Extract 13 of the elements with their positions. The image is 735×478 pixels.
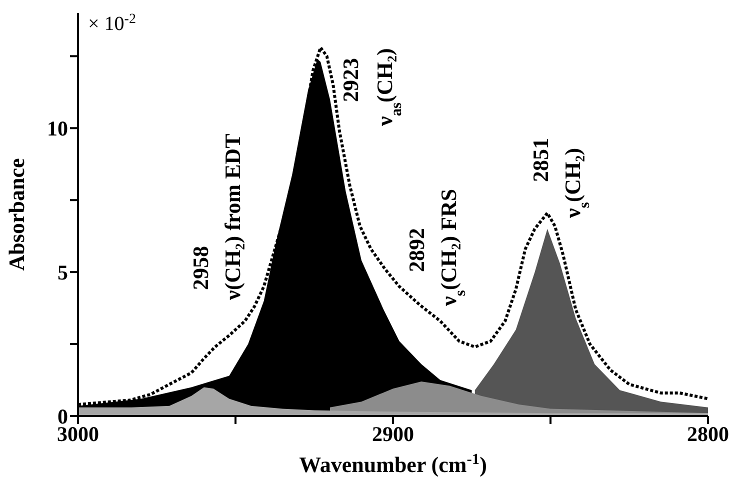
y-axis-title: Absorbance [4,158,29,271]
y-tick-label: 10 [47,116,68,141]
x-axis-title: Wavenumber (cm$^{-1}$) [299,450,487,477]
annotation: 2923 [338,58,363,102]
x-tick-label: 2800 [687,422,729,446]
y-tick-label: 0 [58,404,68,428]
annotation: 2958 [188,246,213,290]
annotation: 2892 [404,228,429,272]
annotation: 2851 [528,138,553,182]
annotation: ν(CH₂) from EDT [220,133,245,301]
y-tick-label: 5 [58,260,68,285]
x-tick-label: 2900 [372,422,414,446]
annotation: × 10$^{-2}$ [88,12,136,35]
